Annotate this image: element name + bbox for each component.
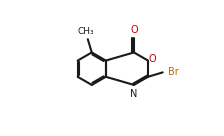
Text: Br: Br <box>168 67 179 77</box>
Text: O: O <box>148 54 156 64</box>
Text: CH₃: CH₃ <box>78 27 95 36</box>
Text: O: O <box>130 25 138 35</box>
Text: N: N <box>130 89 137 99</box>
